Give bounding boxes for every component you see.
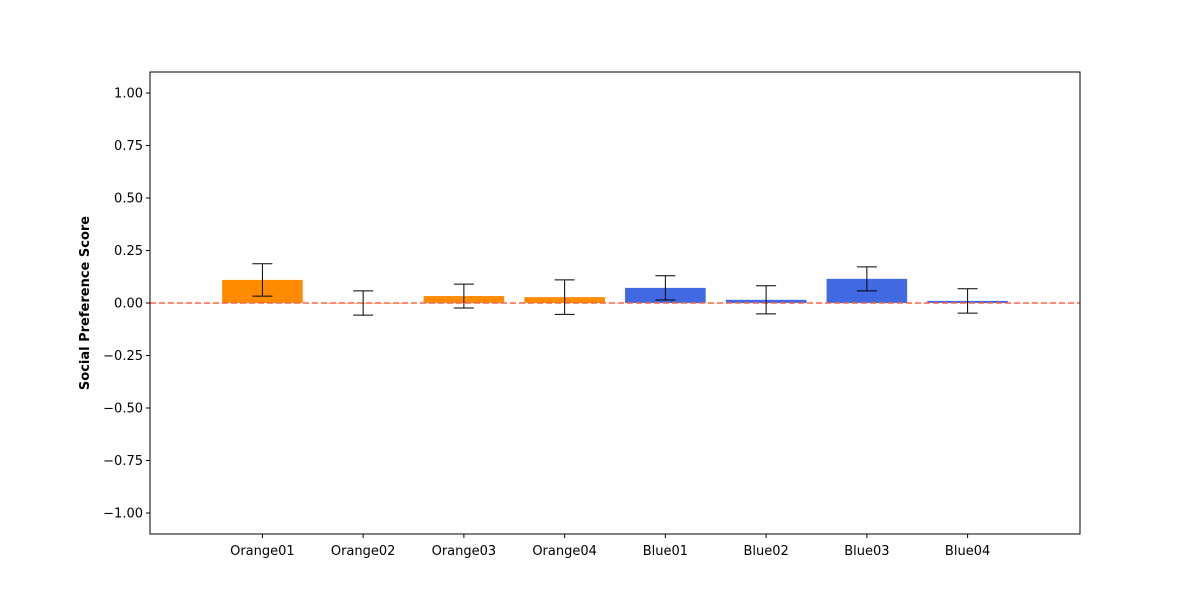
x-tick-label-blue02: Blue02 [743, 544, 788, 559]
y-axis-label: Social Preference Score [78, 216, 93, 390]
y-tick-label: 0.00 [114, 297, 143, 312]
x-tick-label-orange01: Orange01 [230, 544, 295, 559]
y-tick-label: −0.25 [103, 349, 143, 364]
x-tick-label-blue04: Blue04 [945, 544, 990, 559]
y-tick-label: −0.75 [103, 454, 143, 469]
x-tick-label-orange04: Orange04 [532, 544, 597, 559]
y-tick-label: −0.50 [103, 402, 143, 417]
x-tick-label-orange02: Orange02 [331, 544, 396, 559]
y-tick-label: 0.25 [114, 244, 143, 259]
x-tick-label-blue03: Blue03 [844, 544, 889, 559]
y-tick-label: 1.00 [114, 87, 143, 102]
y-tick-label: −1.00 [103, 507, 143, 522]
x-tick-label-orange03: Orange03 [432, 544, 497, 559]
y-tick-label: 0.50 [114, 192, 143, 207]
x-tick-label-blue01: Blue01 [643, 544, 688, 559]
y-tick-label: 0.75 [114, 139, 143, 154]
